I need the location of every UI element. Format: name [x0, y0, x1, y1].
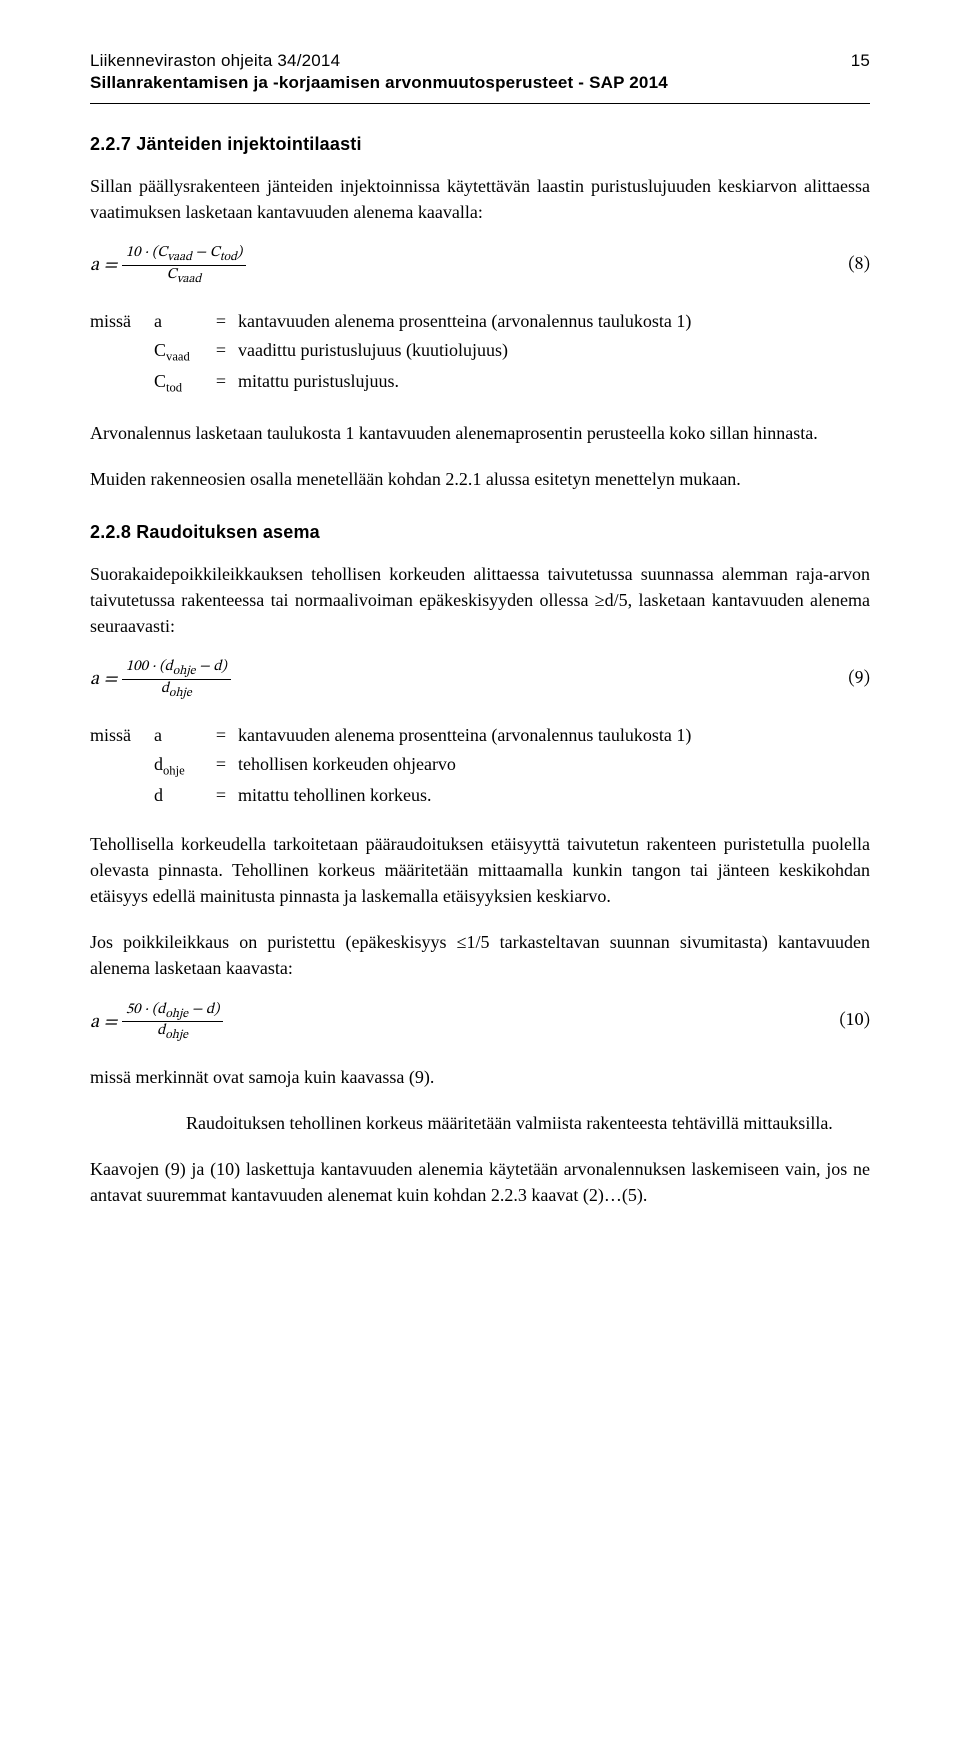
def-row: dohje = tehollisen korkeuden ohjearvo	[90, 751, 697, 782]
def-equals: =	[210, 368, 238, 399]
equation-9: a = 100 · (dohje − d)dohje	[90, 659, 231, 700]
equation-10: a = 50 · (dohje − d)dohje	[90, 1002, 223, 1043]
def-symbol: d	[154, 782, 210, 811]
para-228-5-indent: Raudoituksen tehollinen korkeus määritet…	[186, 1110, 870, 1136]
equation-9-number: (9)	[848, 668, 870, 691]
def-symbol: dohje	[154, 751, 210, 782]
defs-228: missä a = kantavuuden alenema prosenttei…	[90, 722, 697, 811]
para-227-3: Muiden rakenneosien osalla menetellään k…	[90, 466, 870, 492]
def-equals: =	[210, 722, 238, 751]
def-equals: =	[210, 782, 238, 811]
sym-sub: vaad	[166, 349, 190, 363]
def-label-empty	[90, 782, 154, 811]
def-desc: vaadittu puristuslujuus (kuutiolujuus)	[238, 337, 697, 368]
def-row: d = mitattu tehollinen korkeus.	[90, 782, 697, 811]
def-label-empty	[90, 368, 154, 399]
def-symbol: Ctod	[154, 368, 210, 399]
def-symbol: a	[154, 722, 210, 751]
defs-227: missä a = kantavuuden alenema prosenttei…	[90, 308, 697, 400]
def-desc: mitattu tehollinen korkeus.	[238, 782, 697, 811]
equation-9-row: a = 100 · (dohje − d)dohje (9)	[90, 659, 870, 700]
def-label-empty	[90, 337, 154, 368]
def-label: missä	[90, 722, 154, 751]
def-row: Ctod = mitattu puristuslujuus.	[90, 368, 697, 399]
equation-8-row: a = 10 · (Cvaad − Ctod)Cvaad (8)	[90, 245, 870, 286]
def-desc: kantavuuden alenema prosentteina (arvona…	[238, 308, 697, 337]
sym-base: C	[154, 340, 166, 360]
def-equals: =	[210, 308, 238, 337]
para-228-4: missä merkinnät ovat samoja kuin kaavass…	[90, 1064, 870, 1090]
def-label: missä	[90, 308, 154, 337]
def-label-empty	[90, 751, 154, 782]
def-equals: =	[210, 751, 238, 782]
equation-8-number: (8)	[848, 254, 870, 277]
sym-sub: ohje	[163, 763, 185, 777]
sym-base: C	[154, 371, 166, 391]
equation-10-number: (10)	[839, 1010, 870, 1033]
def-row: missä a = kantavuuden alenema prosenttei…	[90, 308, 697, 337]
heading-2-2-8: 2.2.8 Raudoituksen asema	[90, 522, 870, 543]
def-equals: =	[210, 337, 238, 368]
def-desc: tehollisen korkeuden ohjearvo	[238, 751, 697, 782]
def-row: missä a = kantavuuden alenema prosenttei…	[90, 722, 697, 751]
page-header: Liikenneviraston ohjeita 34/2014 15	[90, 50, 870, 73]
header-subtitle: Sillanrakentamisen ja -korjaamisen arvon…	[90, 73, 870, 93]
page-number: 15	[851, 50, 870, 73]
sym-sub: tod	[166, 381, 182, 395]
def-row: Cvaad = vaadittu puristuslujuus (kuutiol…	[90, 337, 697, 368]
header-series: Liikenneviraston ohjeita 34/2014	[90, 50, 340, 73]
equation-8: a = 10 · (Cvaad − Ctod)Cvaad	[90, 245, 246, 286]
heading-2-2-7: 2.2.7 Jänteiden injektointilaasti	[90, 134, 870, 155]
def-symbol: Cvaad	[154, 337, 210, 368]
sym-base: d	[154, 754, 163, 774]
header-rule	[90, 103, 870, 104]
equation-10-row: a = 50 · (dohje − d)dohje (10)	[90, 1002, 870, 1043]
para-227-2: Arvonalennus lasketaan taulukosta 1 kant…	[90, 420, 870, 446]
def-desc: kantavuuden alenema prosentteina (arvona…	[238, 722, 697, 751]
page-container: Liikenneviraston ohjeita 34/2014 15 Sill…	[0, 0, 960, 1288]
def-desc: mitattu puristuslujuus.	[238, 368, 697, 399]
para-228-1: Suorakaidepoikkileikkauksen tehollisen k…	[90, 561, 870, 639]
para-227-1: Sillan päällysrakenteen jänteiden injekt…	[90, 173, 870, 225]
def-symbol: a	[154, 308, 210, 337]
para-228-6: Kaavojen (9) ja (10) laskettuja kantavuu…	[90, 1156, 870, 1208]
para-228-3: Jos poikkileikkaus on puristettu (epäkes…	[90, 929, 870, 981]
para-228-2: Tehollisella korkeudella tarkoitetaan pä…	[90, 831, 870, 909]
